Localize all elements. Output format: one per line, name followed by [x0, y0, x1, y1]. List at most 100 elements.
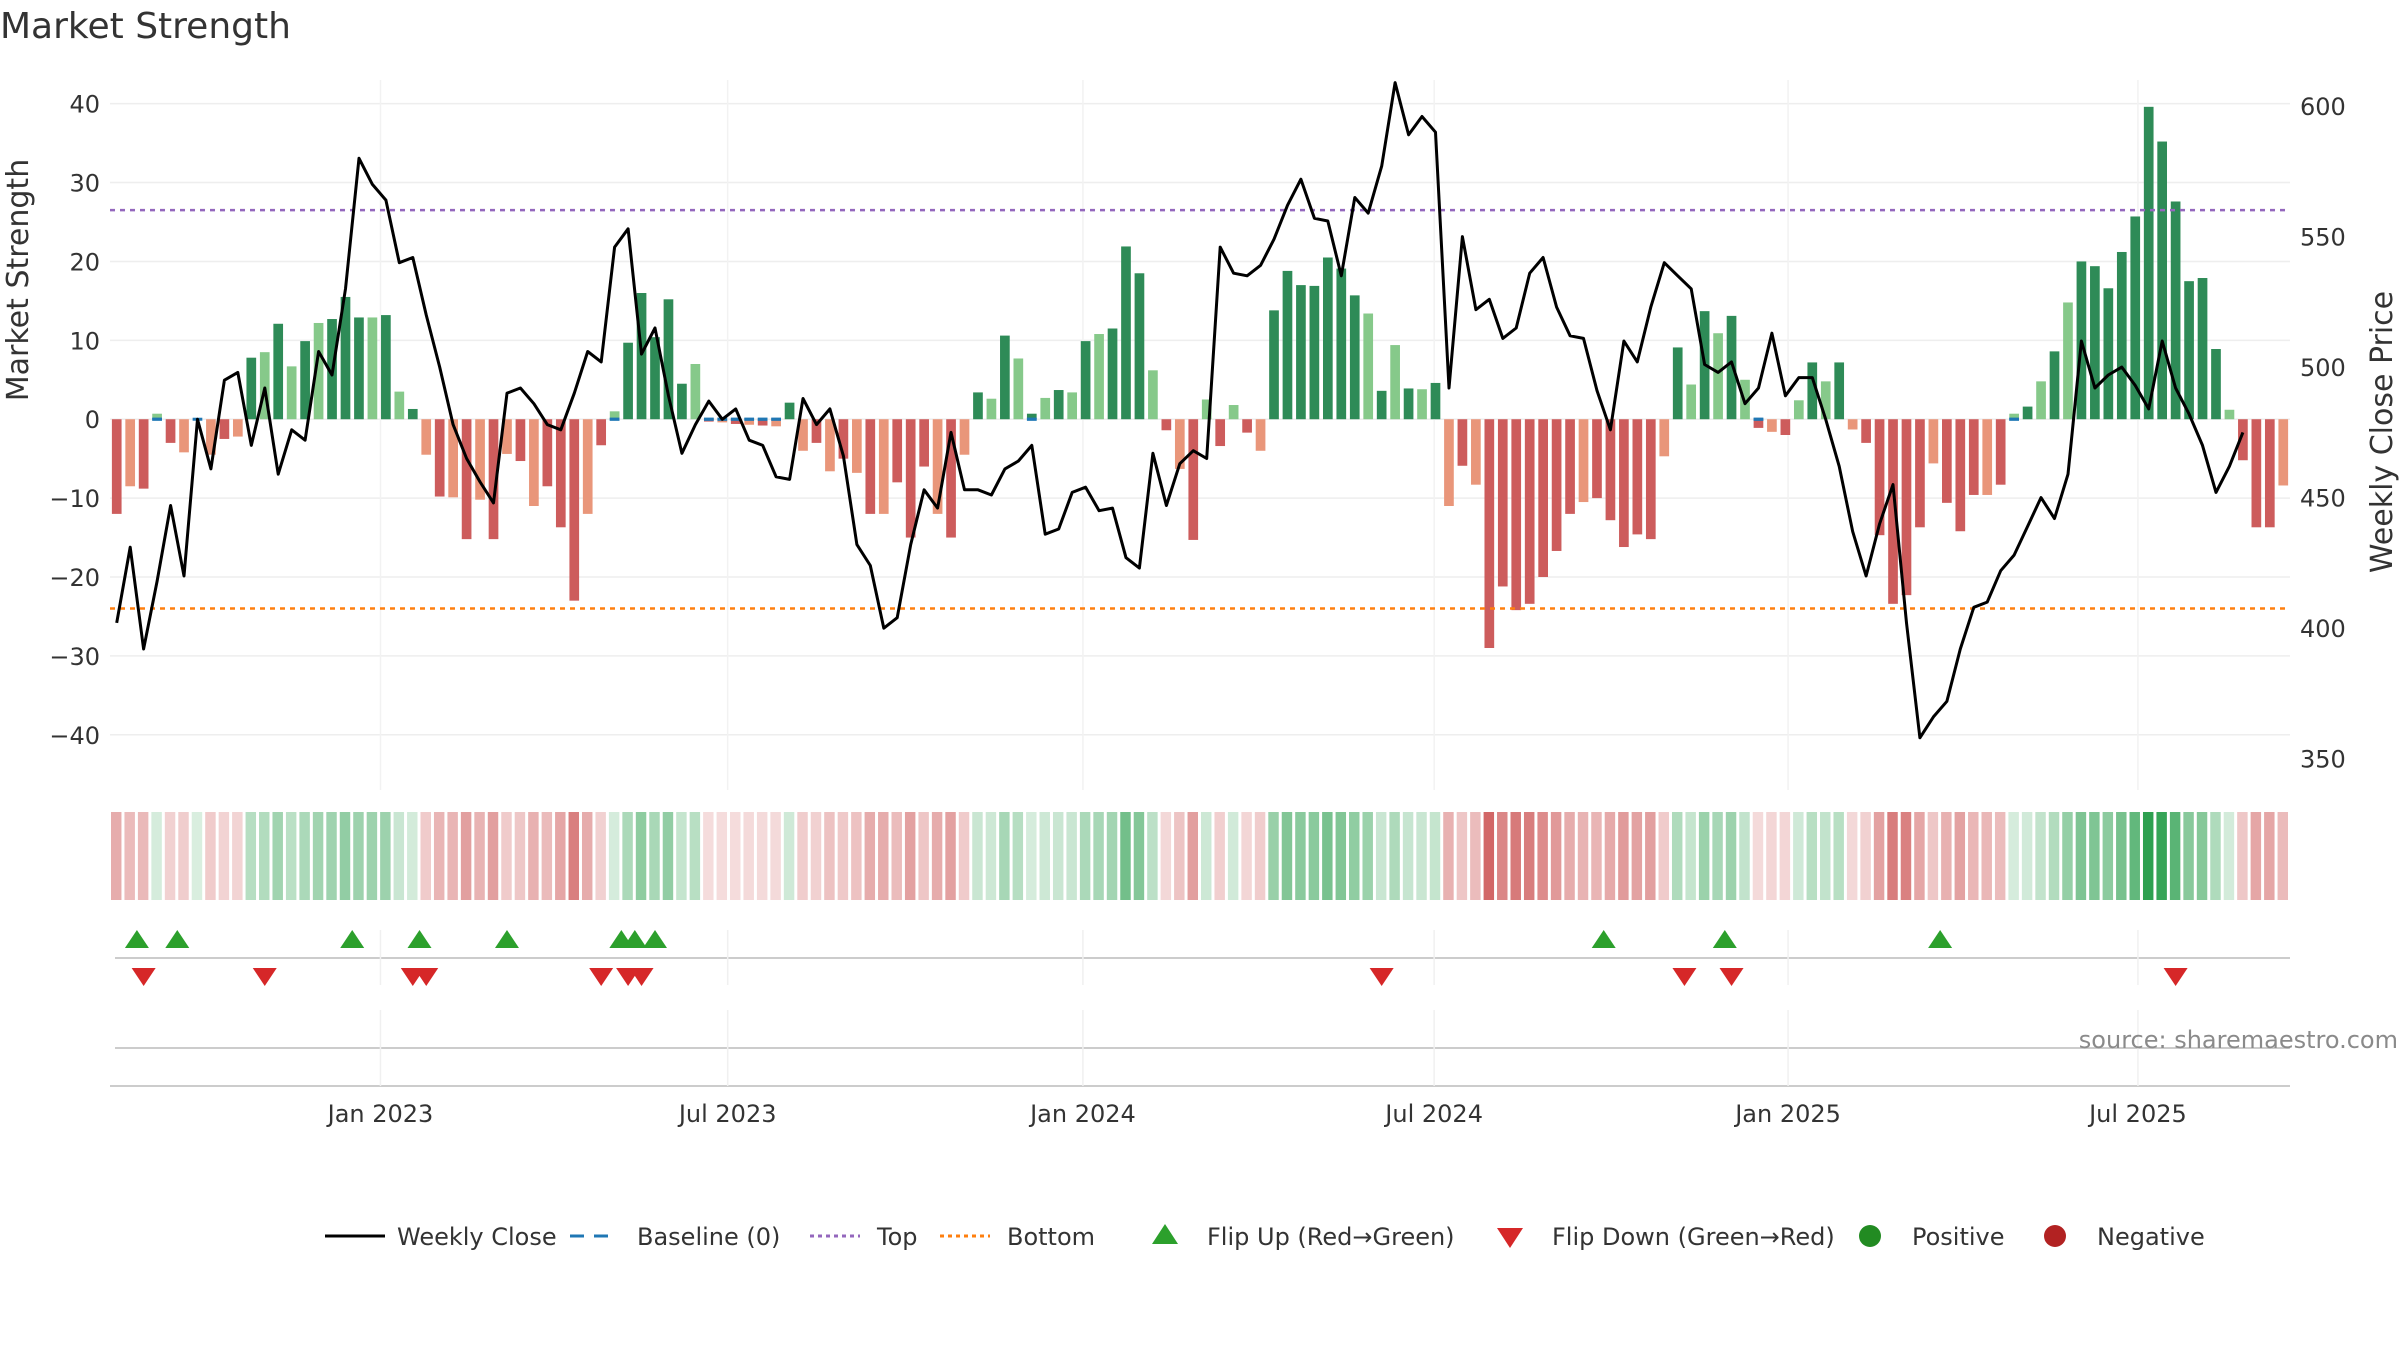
strength-bar [488, 419, 499, 540]
right-tick-label: 600 [2300, 93, 2346, 121]
strength-bar [1484, 419, 1495, 648]
heat-cell [151, 812, 162, 900]
heat-cell [218, 812, 230, 900]
heat-cell [272, 812, 283, 900]
strength-bar [555, 419, 566, 528]
strength-bar [542, 419, 553, 487]
strength-bar [232, 419, 243, 437]
heat-cell [851, 812, 862, 900]
strength-bar [1780, 419, 1791, 435]
heat-cell [837, 812, 849, 900]
strength-bar [1161, 419, 1172, 431]
heat-cell [1147, 812, 1158, 900]
strength-bar [1928, 419, 1939, 464]
heat-cell [2156, 812, 2167, 900]
strength-bar [2224, 409, 2235, 420]
heat-cell [1429, 812, 1441, 900]
heat-cell [1981, 812, 1992, 900]
strength-bar [2090, 266, 2100, 420]
strength-heat-strip [111, 812, 2288, 900]
heat-cell [1389, 812, 1400, 900]
heat-cell [1322, 812, 1333, 900]
heat-cell [1577, 812, 1589, 900]
strength-bar [1672, 347, 1683, 420]
strength-bar [1363, 313, 1374, 420]
heat-cell [232, 812, 243, 900]
left-tick-label: 0 [85, 406, 100, 434]
heat-cell [1658, 812, 1669, 900]
heat-cell [1160, 812, 1172, 900]
heat-cell [2169, 812, 2181, 900]
heat-cell [1820, 812, 1831, 900]
flip-down-marker [1672, 968, 1697, 986]
strength-bar [1982, 419, 1993, 495]
heat-cell [460, 812, 472, 900]
heat-cell [447, 812, 458, 900]
legend-item: Flip Down (Green→Red) [1497, 1223, 1835, 1251]
strength-bar [1336, 268, 1347, 420]
strength-bar [381, 315, 391, 420]
flip-up-marker [494, 930, 519, 948]
heat-cell [743, 812, 754, 900]
strength-bar [744, 419, 755, 425]
strength-bar [1847, 419, 1858, 430]
strength-bar [1524, 419, 1535, 604]
strength-bar [757, 419, 768, 426]
heat-cell [1456, 812, 1468, 900]
strength-bar [1888, 419, 1898, 604]
strength-bar [932, 419, 943, 514]
heat-cell [339, 812, 351, 900]
heat-cell [1873, 812, 1885, 900]
heat-cell [1483, 812, 1495, 900]
heat-cell [1725, 812, 1737, 900]
strength-bar [2103, 288, 2114, 420]
lower-panels [110, 930, 2290, 1087]
heat-cell [999, 812, 1010, 900]
heat-cell [878, 812, 889, 900]
strength-bar [1282, 270, 1293, 420]
heat-cell [2116, 812, 2127, 900]
strength-bar [1511, 419, 1522, 611]
strength-bar [1551, 419, 1562, 551]
strength-bar [730, 419, 741, 424]
strength-bar [434, 419, 445, 497]
heat-cell [2048, 812, 2060, 900]
strength-bar [1053, 390, 1064, 420]
strength-bar [502, 419, 512, 454]
strength-bar [919, 419, 929, 467]
strength-bar [596, 419, 607, 446]
strength-bar [865, 419, 876, 514]
strength-bar [1538, 419, 1548, 577]
left-tick-label: −10 [49, 485, 100, 513]
right-axis-ticks: 600 550 500 450 400 350 [2300, 93, 2346, 774]
strength-bar [219, 419, 230, 439]
legend-swatch [1497, 1228, 1523, 1248]
strength-bar [1094, 334, 1104, 420]
strength-bar [1592, 419, 1602, 499]
strength-bar [1134, 273, 1145, 420]
heat-cell [353, 812, 364, 900]
strength-bar [1228, 405, 1239, 420]
heat-cell [541, 812, 553, 900]
strength-bar [1376, 390, 1387, 420]
heat-cell [985, 812, 997, 900]
heat-cell [326, 812, 337, 900]
heat-cell [514, 812, 526, 900]
strength-bar [475, 419, 485, 500]
left-tick-label: −20 [49, 564, 100, 592]
heat-cell [972, 812, 983, 900]
strength-bar [1430, 382, 1441, 420]
x-axis-ticks: Jan 2023 Jul 2023 Jan 2024 Jul 2024 Jan 2025… [326, 1100, 2187, 1128]
heat-cell [1523, 812, 1535, 900]
left-tick-label: 10 [69, 327, 100, 355]
heat-cell [1066, 812, 1077, 900]
strength-bar [1403, 388, 1414, 420]
strength-bar [838, 419, 849, 459]
legend-item: Weekly Close [325, 1223, 557, 1251]
heat-cell [528, 812, 539, 900]
heat-cell [1618, 812, 1629, 900]
heat-cell [1900, 812, 1912, 900]
heat-cell [2264, 812, 2275, 900]
heat-cell [2223, 812, 2235, 900]
legend-label: Negative [2097, 1223, 2205, 1251]
